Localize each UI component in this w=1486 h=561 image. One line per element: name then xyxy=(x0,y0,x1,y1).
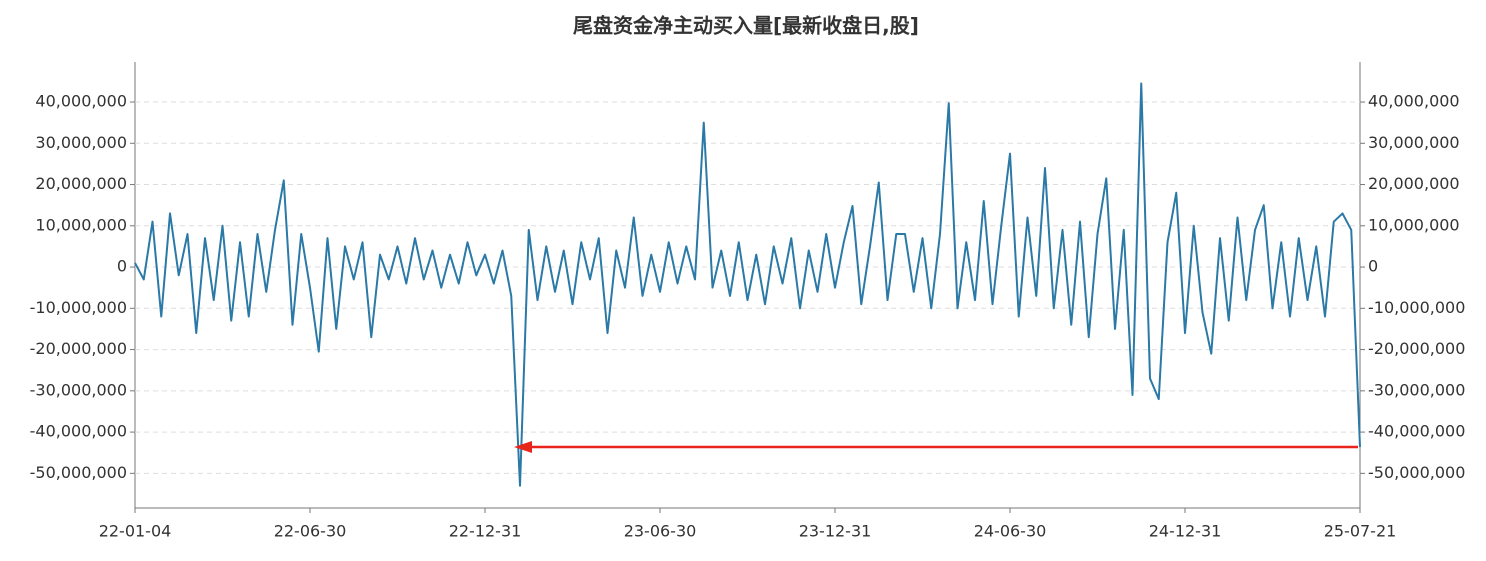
x-tick-label: 25-07-21 xyxy=(1324,522,1397,541)
plot-area xyxy=(134,82,1361,487)
y-tick-label: 40,000,000 xyxy=(35,92,127,111)
y2-tick-label: -50,000,000 xyxy=(1368,463,1465,482)
x-tick-label: 24-12-31 xyxy=(1149,522,1222,541)
y-tick-label: -20,000,000 xyxy=(30,339,127,358)
y2-tick-label: -20,000,000 xyxy=(1368,339,1465,358)
x-tick-label: 24-06-30 xyxy=(974,522,1047,541)
y-tick-label: -30,000,000 xyxy=(30,380,127,399)
y-tick-label: -40,000,000 xyxy=(30,422,127,441)
y-tick-label: -10,000,000 xyxy=(30,298,127,317)
y2-tick-label: 30,000,000 xyxy=(1368,133,1460,152)
x-tick-label: 22-12-31 xyxy=(449,522,522,541)
data-line xyxy=(134,82,1361,487)
x-tick-label: 22-01-04 xyxy=(99,522,172,541)
annotation-arrow xyxy=(514,441,1358,453)
y2-tick-label: -30,000,000 xyxy=(1368,380,1465,399)
x-tick-label: 22-06-30 xyxy=(274,522,347,541)
y-tick-label: 0 xyxy=(117,257,127,276)
x-tick-label: 23-06-30 xyxy=(624,522,697,541)
y2-tick-label: 10,000,000 xyxy=(1368,215,1460,234)
y2-tick-label: -10,000,000 xyxy=(1368,298,1465,317)
y-tick-label: 30,000,000 xyxy=(35,133,127,152)
chart-title: 尾盘资金净主动买入量[最新收盘日,股] xyxy=(573,14,919,38)
x-tick-label: 23-12-31 xyxy=(799,522,872,541)
y-tick-label: 20,000,000 xyxy=(35,174,127,193)
arrow-head xyxy=(514,441,532,453)
y2-tick-label: 20,000,000 xyxy=(1368,174,1460,193)
y2-tick-label: 40,000,000 xyxy=(1368,92,1460,111)
y-tick-label: 10,000,000 xyxy=(35,215,127,234)
y-tick-label: -50,000,000 xyxy=(30,463,127,482)
y2-tick-label: 0 xyxy=(1368,257,1378,276)
y2-tick-label: -40,000,000 xyxy=(1368,422,1465,441)
